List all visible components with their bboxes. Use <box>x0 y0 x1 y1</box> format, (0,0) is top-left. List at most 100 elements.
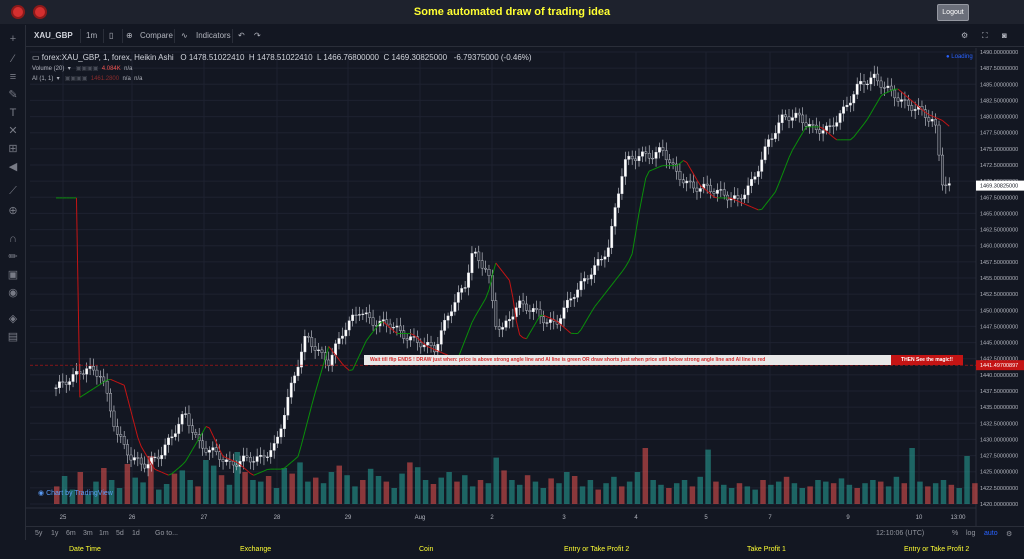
candle-body <box>538 309 542 317</box>
lock-icon[interactable]: ▣ <box>7 269 19 281</box>
volume-bar <box>360 480 366 504</box>
ai-line-segment <box>679 160 684 164</box>
ai-line-segment <box>474 310 480 317</box>
indicator-controls-icon[interactable]: ▣▣▣▣ <box>75 66 99 72</box>
pattern-icon[interactable]: ✕ <box>8 125 18 137</box>
camera-icon[interactable]: ◙ <box>1002 31 1007 40</box>
ruler-icon[interactable]: ⟋ <box>9 185 17 197</box>
redo-icon[interactable]: ↷ <box>254 31 261 40</box>
ai-line-segment <box>713 196 718 199</box>
pencil-lock-icon[interactable]: ✏ <box>8 251 18 263</box>
layers-icon[interactable]: ◈ <box>8 313 18 325</box>
undo-icon[interactable]: ↶ <box>238 31 245 40</box>
range-6m[interactable]: 6m <box>66 530 76 537</box>
candle-body <box>467 272 470 288</box>
ai-line-segment <box>229 458 234 462</box>
ai-line-segment <box>175 467 180 472</box>
ai-line-segment <box>420 340 425 345</box>
candle-body <box>852 94 856 104</box>
ai-line-segment <box>911 100 916 105</box>
volume-bar <box>760 480 766 504</box>
app-logo-icon <box>11 5 25 19</box>
range-1d[interactable]: 1d <box>132 530 140 537</box>
compare-button[interactable]: Compare <box>140 31 173 40</box>
tradingview-credit[interactable]: ◉ Chart by TradingView <box>38 490 113 497</box>
zoom-icon[interactable]: ⊕ <box>8 205 18 217</box>
ai-line-segment <box>222 455 227 459</box>
logout-button[interactable]: Logout <box>937 4 969 21</box>
range-1m[interactable]: 1m <box>99 530 109 537</box>
indicators-button[interactable]: Indicators <box>196 31 231 40</box>
ai-label[interactable]: AI (1, 1) <box>32 76 54 82</box>
ai-line-segment <box>96 383 101 387</box>
volume-bar <box>336 465 343 504</box>
fib-icon[interactable]: ≡ <box>9 71 17 83</box>
ai-line-segment <box>628 253 633 262</box>
volume-bar <box>611 476 617 504</box>
candle-body <box>716 189 719 194</box>
ai-line-segment <box>918 106 923 110</box>
volume-bar <box>579 486 586 504</box>
volume-value: 4.084K <box>101 66 121 72</box>
log-toggle[interactable]: log <box>966 530 976 537</box>
text-icon[interactable]: T <box>9 107 17 119</box>
candle-body <box>525 303 528 311</box>
candle-body <box>85 368 89 375</box>
candle-body <box>791 117 794 121</box>
eye-icon[interactable]: ◉ <box>8 287 18 299</box>
volume-bar <box>148 456 154 504</box>
chart-type-icon[interactable]: ▯ <box>109 31 114 40</box>
trendline-icon[interactable]: ⁄ <box>12 53 14 65</box>
percent-toggle[interactable]: % <box>952 530 959 537</box>
ai-line-segment <box>226 457 231 460</box>
volume-bar <box>964 456 970 504</box>
candle-body <box>889 85 893 91</box>
goto-button[interactable]: Go to... <box>155 530 178 537</box>
candle-body <box>821 130 825 134</box>
measure-icon[interactable]: ⊞ <box>8 143 18 155</box>
price-tick-label: 1460.00000000 <box>980 244 1018 250</box>
price-tick-label: 1422.50000000 <box>980 486 1018 492</box>
ai-line-segment <box>897 88 902 93</box>
volume-bar <box>658 484 664 504</box>
trash-icon[interactable]: ▤ <box>7 331 19 343</box>
ai-line-segment <box>362 340 367 349</box>
price-chart[interactable]: 1490.00000000 1487.50000000 1485.00000000 1… <box>26 48 1024 526</box>
indicator-controls-icon[interactable]: ▣▣▣▣ <box>64 76 88 82</box>
ai-line-segment <box>901 91 906 96</box>
ai-line-segment <box>485 289 490 299</box>
candle-body <box>937 124 941 156</box>
range-5d[interactable]: 5d <box>116 530 124 537</box>
candle-body <box>508 319 511 322</box>
candle-body <box>600 258 603 261</box>
price-tick-label: 1490.00000000 <box>980 50 1018 56</box>
candle-body <box>194 432 198 435</box>
candle-body <box>623 159 627 177</box>
fullscreen-icon[interactable]: ⛶ <box>982 31 988 40</box>
ai-line-segment <box>560 324 565 328</box>
legend-collapse-icon[interactable]: ▭ <box>32 53 40 62</box>
range-5y[interactable]: 5y <box>35 530 43 537</box>
auto-toggle[interactable]: auto <box>984 530 998 537</box>
interval-selector[interactable]: 1m <box>86 31 98 40</box>
arrow-left-icon[interactable]: ◀ <box>8 161 18 173</box>
ai-line-segment <box>263 468 268 472</box>
settings-icon[interactable]: ⚙ <box>961 31 969 40</box>
ai-line-segment <box>795 138 800 145</box>
ai-line-segment <box>280 467 285 470</box>
volume-label[interactable]: Volume (20) <box>32 66 65 72</box>
compare-icon[interactable]: ⊕ <box>126 31 133 40</box>
magnet-icon[interactable]: ∩ <box>9 233 17 245</box>
ai-line-segment <box>158 470 162 473</box>
indicators-icon[interactable]: ∿ <box>181 31 188 40</box>
range-1y[interactable]: 1y <box>51 530 59 537</box>
brush-icon[interactable]: ✎ <box>8 89 18 101</box>
ai-line-segment <box>621 266 626 273</box>
candle-body <box>750 179 753 186</box>
volume-bar <box>501 470 507 504</box>
symbol-search[interactable]: XAU_GBP <box>34 31 73 40</box>
ai-line-segment <box>856 127 861 133</box>
crosshair-icon[interactable]: + <box>9 33 17 45</box>
range-3m[interactable]: 3m <box>83 530 93 537</box>
settings-icon[interactable]: ⚙ <box>1006 531 1013 538</box>
